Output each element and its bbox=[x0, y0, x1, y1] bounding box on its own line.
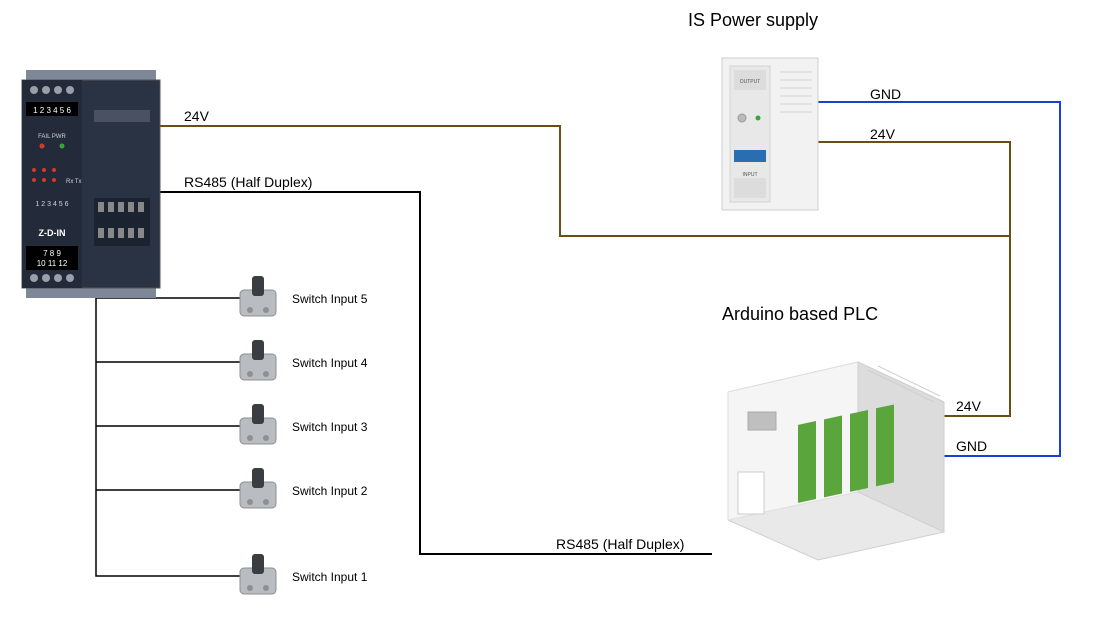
switch-3 bbox=[240, 404, 276, 444]
label-rs485-module: RS485 (Half Duplex) bbox=[184, 174, 312, 190]
psu-title: IS Power supply bbox=[688, 10, 818, 31]
switch-label-5: Switch Input 5 bbox=[292, 292, 367, 306]
switches-layer bbox=[0, 0, 1101, 628]
label-24v-module: 24V bbox=[184, 108, 209, 124]
switch-1 bbox=[240, 554, 276, 594]
diagram-canvas: 1 2 3 4 5 6 FAIL PWR Rx Tx 1 2 3 4 5 6 Z… bbox=[0, 0, 1101, 628]
switch-5 bbox=[240, 276, 276, 316]
switch-4 bbox=[240, 340, 276, 380]
switch-label-2: Switch Input 2 bbox=[292, 484, 367, 498]
plc-title: Arduino based PLC bbox=[722, 304, 878, 325]
label-gnd-psu: GND bbox=[870, 86, 901, 102]
switch-label-3: Switch Input 3 bbox=[292, 420, 367, 434]
label-24v-psu: 24V bbox=[870, 126, 895, 142]
label-24v-plc: 24V bbox=[956, 398, 981, 414]
switch-label-4: Switch Input 4 bbox=[292, 356, 367, 370]
switch-label-1: Switch Input 1 bbox=[292, 570, 367, 584]
label-gnd-plc: GND bbox=[956, 438, 987, 454]
switch-2 bbox=[240, 468, 276, 508]
label-rs485-plc: RS485 (Half Duplex) bbox=[556, 536, 684, 552]
